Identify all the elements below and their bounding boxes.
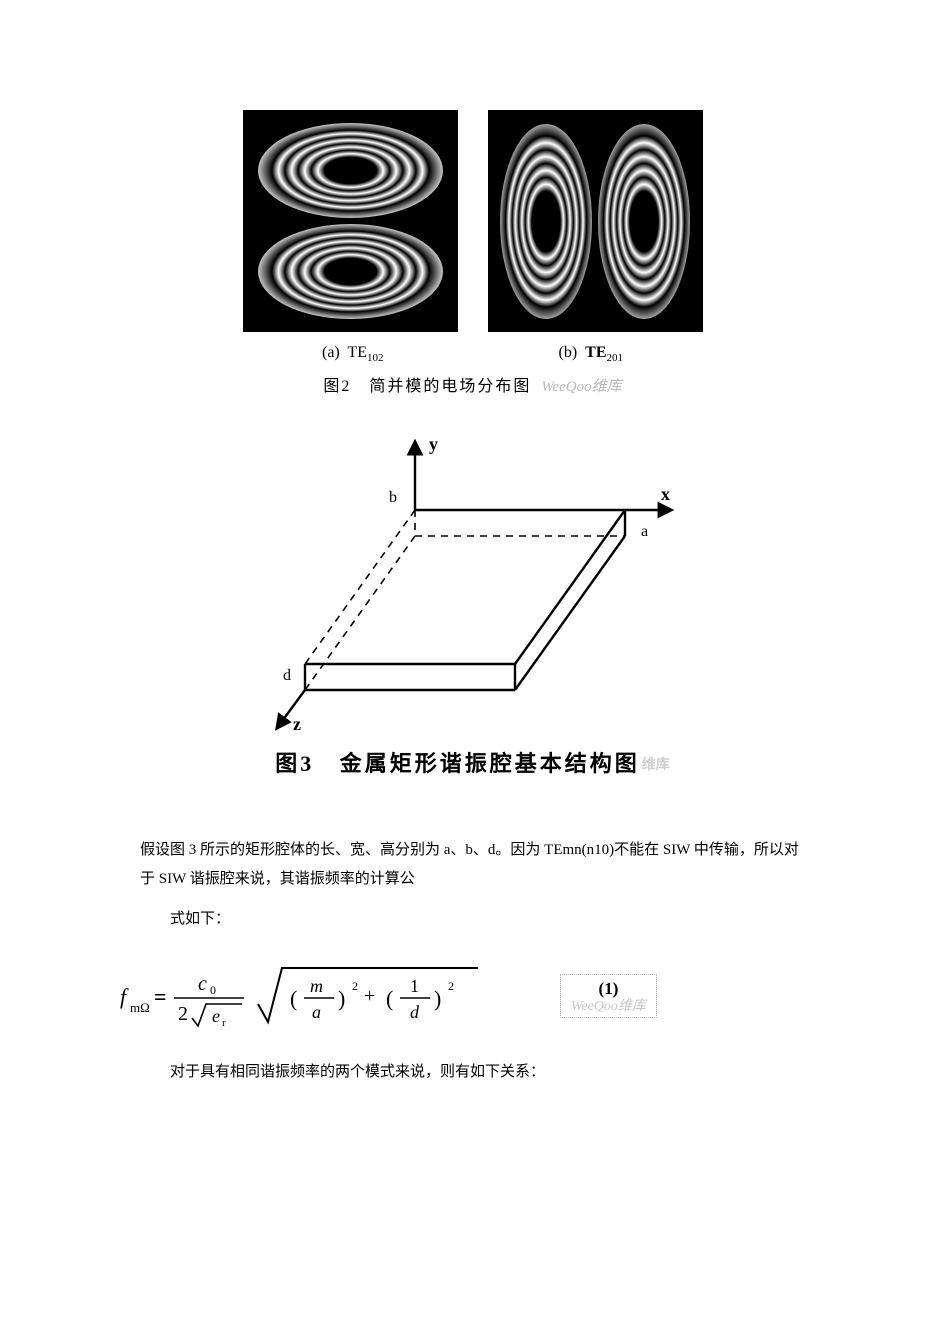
paragraph-3: 对于具有相同谐振频率的两个模式来说，则有如下关系： xyxy=(140,1060,805,1081)
eq-exp1: 2 xyxy=(352,979,358,993)
dim-a-label: a xyxy=(641,523,648,540)
svg-text:): ) xyxy=(338,986,345,1011)
equation-number: (1) xyxy=(571,979,646,999)
dim-d-label: d xyxy=(283,667,291,684)
fig3-diagram: y x z b a d xyxy=(263,432,683,732)
fig2-a-prefix: (a) xyxy=(322,344,340,361)
fig3-block: y x z b a d 图3 金属矩形谐振腔基本结构图维库 xyxy=(140,432,805,778)
fig3-caption: 图3 金属矩形谐振腔基本结构图维库 xyxy=(140,746,805,778)
fig2-b-lobe-right xyxy=(598,124,690,319)
fig3-caption-prefix: 图3 xyxy=(275,751,314,776)
fig2-sublabel-a: (a) TE102 xyxy=(322,344,384,364)
fig2-b-lobe-left xyxy=(500,124,592,319)
fig2-a-lobe-bottom xyxy=(258,224,443,319)
axis-y-label: y xyxy=(429,434,438,454)
edge-bottom-right xyxy=(515,536,625,690)
eq-f-sub: mΩ xyxy=(130,1000,150,1015)
fig2-a-mode: TE xyxy=(347,344,367,361)
eq-one: 1 xyxy=(410,976,419,996)
eq-d: d xyxy=(410,1002,420,1022)
svg-text:(: ( xyxy=(290,986,297,1011)
fig2-sublabel-b: (b) TE201 xyxy=(559,344,624,364)
svg-text:(: ( xyxy=(386,986,393,1011)
paragraph-2: 式如下： xyxy=(140,905,805,934)
fig2-b-sub: 201 xyxy=(607,352,624,364)
eq-er-sub: r xyxy=(222,1017,226,1029)
fig2-a-sub: 102 xyxy=(367,352,384,364)
fig2-mode-plots xyxy=(140,110,805,332)
edge-top-left-dashed xyxy=(305,510,415,664)
equation-watermark: WeeQoo维库 xyxy=(571,999,646,1015)
eq-f: f xyxy=(120,984,129,1009)
eq-exp2: 2 xyxy=(448,979,454,993)
svg-text:=: = xyxy=(154,984,167,1009)
eq-plus: + xyxy=(364,985,375,1007)
edge-top-right xyxy=(515,510,625,664)
edge-bottom-left-dashed xyxy=(305,536,415,690)
fig2-sublabels: (a) TE102 (b) TE201 xyxy=(140,344,805,364)
fig2-caption-prefix: 图2 xyxy=(323,378,351,395)
fig3-caption-text: 金属矩形谐振腔基本结构图 xyxy=(340,751,640,776)
body-text: 假设图 3 所示的矩形腔体的长、宽、高分别为 a、b、d。因为 TEmn(n10… xyxy=(140,836,805,934)
fig3-watermark: 维库 xyxy=(642,758,670,773)
eq-er: e xyxy=(212,1006,220,1026)
axis-x-label: x xyxy=(661,484,670,504)
eq-c0-sub: 0 xyxy=(210,983,216,997)
paragraph-1: 假设图 3 所示的矩形腔体的长、宽、高分别为 a、b、d。因为 TEmn(n10… xyxy=(140,836,805,895)
dim-b-label: b xyxy=(389,489,397,506)
svg-text:): ) xyxy=(434,986,441,1011)
fig2-b-prefix: (b) xyxy=(559,344,578,361)
fig2-caption-text: 简并模的电场分布图 xyxy=(369,378,531,395)
axis-z-label: z xyxy=(293,714,301,732)
equation-row: f mΩ = c 0 2 e r ( m a ) 2 + ( 1 xyxy=(118,960,805,1032)
eq-m: m xyxy=(310,976,323,996)
equation-number-box: (1) WeeQoo维库 xyxy=(560,974,657,1018)
fig2-plot-a xyxy=(243,110,458,332)
equation-1: f mΩ = c 0 2 e r ( m a ) 2 + ( 1 xyxy=(118,960,488,1032)
eq-a: a xyxy=(312,1002,321,1022)
fig2-caption: 图2 简并模的电场分布图 WeeQoo维库 xyxy=(140,372,805,396)
fig2-plot-b xyxy=(488,110,703,332)
fig2-b-mode: TE xyxy=(585,344,606,361)
eq-two: 2 xyxy=(178,1003,188,1025)
eq-c0: c xyxy=(198,973,207,995)
fig2-a-lobe-top xyxy=(258,123,443,218)
fig2-watermark: WeeQoo维库 xyxy=(541,379,621,395)
